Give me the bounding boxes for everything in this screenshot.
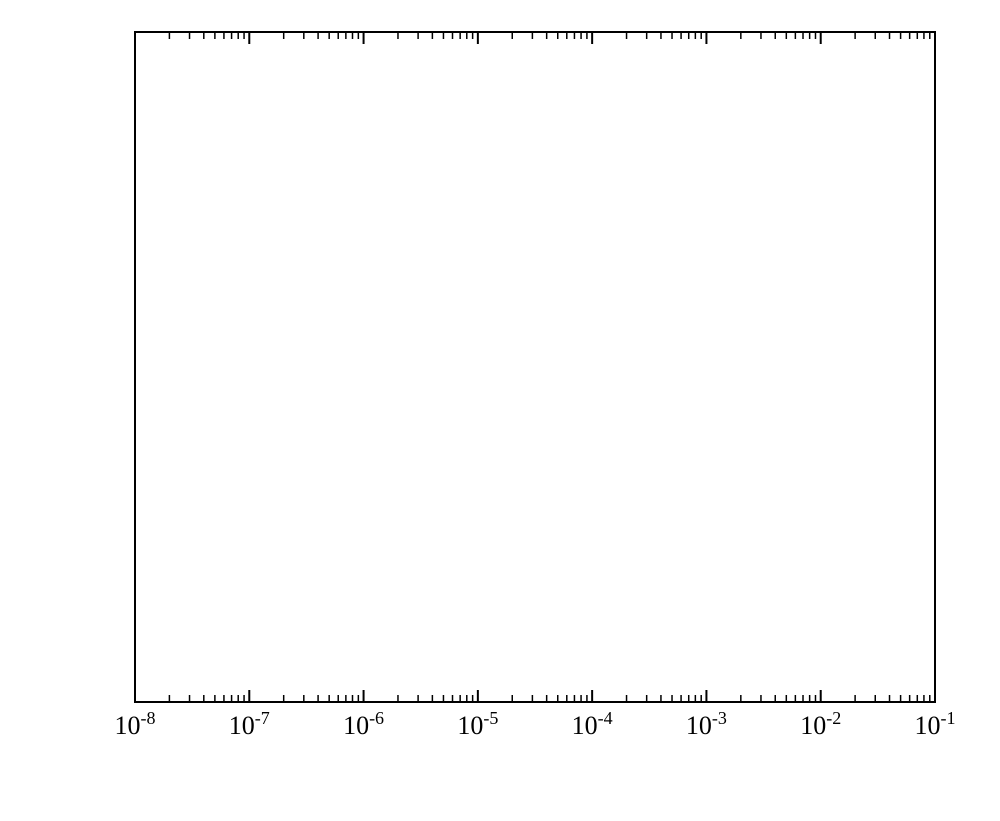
x-tick-label: 10-5 [457,708,498,740]
x-tick-label: 10-8 [115,708,156,740]
plot-border [135,32,935,702]
chart-svg: 10-8 10-7 10-6 10-5 10-4 10-3 10-2 10-1 [0,0,1000,821]
x-tick-label: 10-2 [800,708,841,740]
tafel-chart: 10-8 10-7 10-6 10-5 10-4 10-3 10-2 10-1 [0,0,1000,821]
x-tick-label: 10-1 [915,708,956,740]
x-tick-label: 10-3 [686,708,727,740]
x-tick-label: 10-6 [343,708,384,740]
x-tick-label: 10-4 [572,708,613,740]
x-tick-label: 10-7 [229,708,270,740]
